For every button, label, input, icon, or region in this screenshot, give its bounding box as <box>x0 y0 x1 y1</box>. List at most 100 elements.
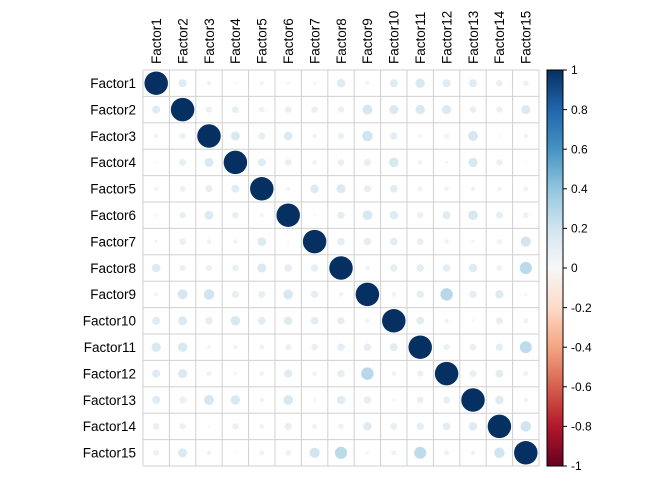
corr-cell-r2-c1 <box>152 105 161 114</box>
corr-cell-r3-c12 <box>443 133 450 139</box>
corr-cell-r4-c3 <box>204 157 214 167</box>
corr-cell-r14-c8 <box>338 423 344 430</box>
corr-cell-r9-c13 <box>469 290 477 299</box>
corr-cell-r6-c5 <box>259 213 264 218</box>
corr-cell-r8-c13 <box>468 263 478 273</box>
row-label: Factor14 <box>83 419 137 434</box>
row-label: Factor10 <box>83 314 136 329</box>
corr-cell-r1-c7 <box>312 81 317 85</box>
corr-cell-r10-c10 <box>382 309 406 333</box>
corr-cell-r9-c15 <box>524 292 528 297</box>
corr-cell-r3-c4 <box>230 131 240 141</box>
corr-cell-r7-c9 <box>363 237 372 246</box>
corr-cell-r8-c5 <box>257 263 267 273</box>
corr-cell-r5-c3 <box>205 185 213 193</box>
corr-cell-r10-c15 <box>523 318 529 324</box>
corr-cell-r9-c11 <box>416 290 424 299</box>
corr-cell-r15-c8 <box>334 446 348 459</box>
corr-cell-r6-c8 <box>337 211 345 219</box>
corr-cell-r6-c1 <box>154 213 158 217</box>
corr-cell-r2-c6 <box>284 106 292 113</box>
corr-cell-r13-c1 <box>152 395 161 405</box>
corr-cell-r5-c7 <box>310 184 319 194</box>
corr-cell-r11-c9 <box>363 343 372 351</box>
corr-cell-r6-c6 <box>276 203 300 227</box>
corr-cell-r12-c12 <box>434 361 459 386</box>
corr-cell-r4-c4 <box>223 150 248 175</box>
corr-cell-r12-c15 <box>523 370 529 377</box>
corr-cell-r7-c1 <box>154 239 158 244</box>
corr-cell-r8-c12 <box>442 264 451 272</box>
corr-cell-r10-c7 <box>310 316 319 325</box>
corr-cell-r5-c9 <box>363 185 371 193</box>
corr-cell-r9-c1 <box>154 292 159 297</box>
corr-cell-r10-c14 <box>495 317 503 325</box>
corr-cell-r8-c10 <box>390 264 398 272</box>
corr-cell-r2-c2 <box>170 97 195 122</box>
corr-cell-r3-c2 <box>179 132 186 140</box>
corr-cell-r2-c10 <box>389 105 399 115</box>
corr-cell-r4-c1 <box>155 161 158 164</box>
corr-cell-r13-c14 <box>495 395 504 405</box>
corr-cell-r8-c9 <box>365 265 370 271</box>
corr-cell-r9-c5 <box>258 290 266 298</box>
corr-cell-r4-c5 <box>257 158 266 167</box>
corr-cell-r13-c13 <box>461 388 485 412</box>
corr-cell-r2-c5 <box>258 106 265 113</box>
colorbar-tick-label: 0 <box>571 261 578 275</box>
corr-cell-r3-c13 <box>468 131 478 141</box>
col-label: Factor15 <box>519 11 534 64</box>
corr-cell-r8-c14 <box>496 265 503 271</box>
corr-cell-r1-c5 <box>259 81 264 86</box>
corr-cell-r11-c2 <box>177 342 188 352</box>
corr-cell-r10-c12 <box>444 318 449 324</box>
corr-cell-r14-c5 <box>259 424 265 429</box>
corr-cell-r2-c9 <box>362 104 373 115</box>
corr-cell-r14-c11 <box>416 422 424 431</box>
corr-cell-r15-c14 <box>494 447 505 459</box>
corr-cell-r10-c6 <box>283 316 293 326</box>
corr-cell-r9-c3 <box>203 289 215 300</box>
corr-cell-r13-c5 <box>259 397 265 403</box>
col-labels: Factor1 Factor2 Factor3 Factor4 Factor5 Facto… <box>149 10 534 64</box>
corr-cell-r6-c4 <box>232 211 239 219</box>
corr-cell-r5-c1 <box>154 186 159 191</box>
corr-cell-r8-c1 <box>151 263 161 273</box>
corr-cell-r9-c6 <box>283 289 294 300</box>
corr-cell-r13-c2 <box>179 396 186 404</box>
corr-cell-r3-c6 <box>283 131 293 141</box>
corr-cell-r10-c13 <box>471 319 475 323</box>
corr-cell-r10-c5 <box>257 316 266 325</box>
corr-cell-r14-c12 <box>442 422 451 431</box>
colorbar-tick-label: 1 <box>571 63 578 77</box>
corr-cell-r2-c8 <box>337 106 345 113</box>
corr-cell-r5-c4 <box>231 184 240 193</box>
corr-cell-r8-c2 <box>179 264 186 272</box>
col-label: Factor7 <box>307 18 322 64</box>
corr-cell-r9-c14 <box>495 290 504 299</box>
corr-cell-r15-c12 <box>443 450 450 456</box>
corr-cell-r15-c4 <box>234 451 237 454</box>
corr-cell-r4-c11 <box>417 160 423 165</box>
corr-cell-r6-c2 <box>179 211 186 219</box>
corr-circles <box>144 71 538 465</box>
corr-cell-r9-c2 <box>177 289 188 300</box>
corr-cell-r5-c12 <box>444 186 449 192</box>
col-label: Factor2 <box>175 18 190 64</box>
corr-cell-r15-c6 <box>285 449 292 456</box>
corr-cell-r6-c13 <box>468 210 478 221</box>
corr-cell-r15-c3 <box>206 450 212 456</box>
colorbar-tick-label: 0.2 <box>571 222 588 236</box>
colorbar <box>546 69 564 467</box>
corr-cell-r13-c15 <box>523 397 529 403</box>
corr-cell-r2-c12 <box>442 105 452 115</box>
row-label: Factor1 <box>90 76 136 91</box>
corr-cell-r2-c4 <box>231 106 239 114</box>
corr-cell-r12-c8 <box>337 369 345 378</box>
corr-cell-r3-c5 <box>258 132 266 140</box>
corr-cell-r13-c3 <box>204 395 214 405</box>
corr-cell-r13-c10 <box>392 398 396 402</box>
corr-cell-r9-c8 <box>338 292 344 297</box>
corr-cell-r6-c3 <box>204 210 214 220</box>
corr-cell-r6-c10 <box>389 210 399 220</box>
